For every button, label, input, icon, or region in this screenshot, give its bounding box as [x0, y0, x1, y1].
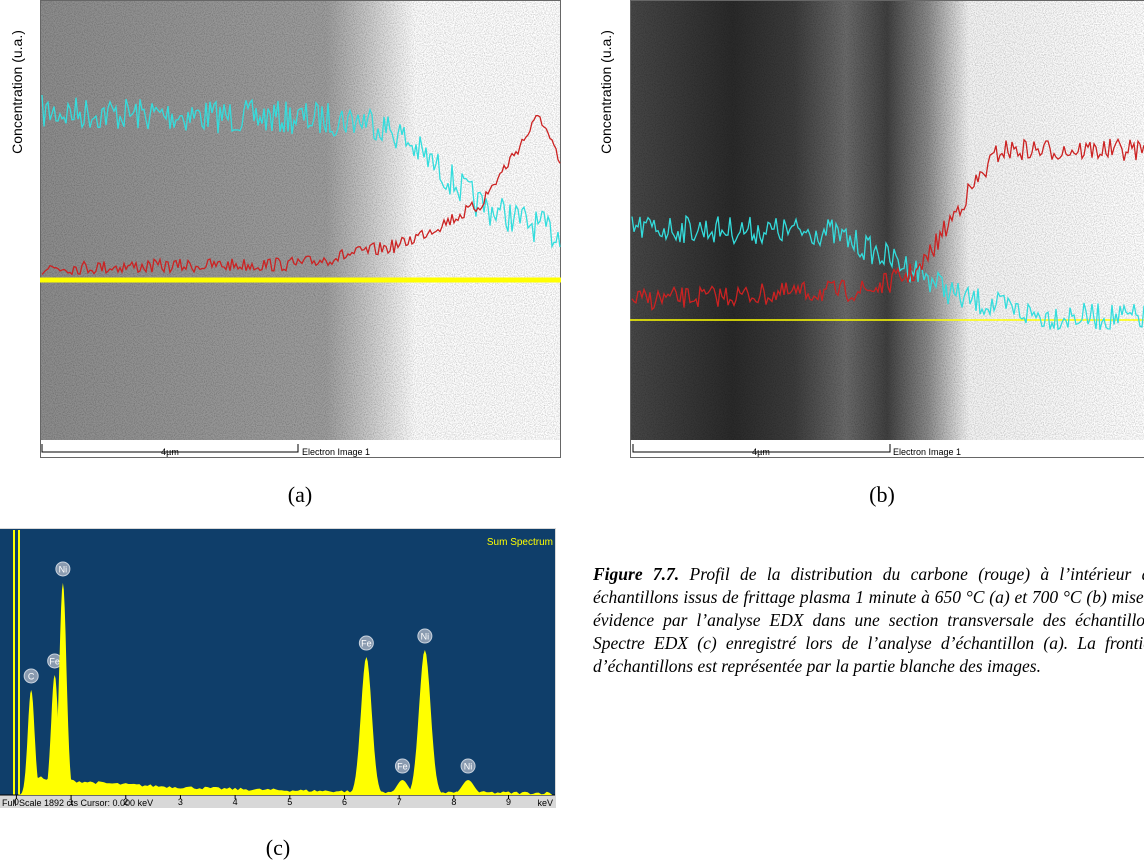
- peak-label: Fe: [397, 762, 408, 772]
- x-tick-label: 4: [233, 797, 238, 807]
- scale-bar-label: 4µm: [161, 447, 179, 457]
- y-axis-label: Concentration (u.a.): [9, 30, 25, 154]
- peak-label: Fe: [49, 656, 60, 666]
- image-label: Electron Image 1: [893, 447, 961, 457]
- panel-label: (c): [266, 835, 290, 860]
- peak-label-badge: [55, 561, 71, 577]
- image-label: Electron Image 1: [302, 447, 370, 457]
- x-tick-label: 0: [14, 797, 19, 807]
- peak: [17, 690, 45, 795]
- scale-bar-label: 4µm: [752, 447, 770, 457]
- micrograph-a: [40, 0, 561, 458]
- profiles-a: [41, 94, 561, 276]
- profile-line: [41, 94, 561, 249]
- status-text: Full Scale 1892 cts Cursor: 0.000 keV: [2, 798, 153, 808]
- x-tick-label: 8: [451, 797, 456, 807]
- peak-label: Ni: [59, 564, 68, 574]
- x-tick-label: 5: [287, 797, 292, 807]
- peak-label: C: [28, 671, 35, 681]
- x-tick-label: 9: [506, 797, 511, 807]
- peak-label-badge: [460, 758, 476, 774]
- x-tick-label: 7: [397, 797, 402, 807]
- caption: Figure 7.7. Profil de la distribution du…: [593, 563, 1144, 678]
- peak: [380, 780, 425, 795]
- profile-line: [631, 214, 1144, 331]
- peak: [48, 582, 78, 795]
- peak-label-badge: [358, 635, 374, 651]
- spectrum: 0 1 2 3 4 5 6 7 8 9 C Fe Ni Fe Fe Ni Ni: [0, 561, 555, 807]
- panel-label: (a): [288, 482, 312, 507]
- peak-label: Ni: [464, 762, 473, 772]
- continuum: [27, 775, 553, 795]
- peak-label: Ni: [421, 632, 430, 642]
- peak: [444, 780, 492, 795]
- peak-label-badge: [417, 628, 433, 644]
- x-tick-label: 6: [342, 797, 347, 807]
- peak: [40, 675, 69, 795]
- peak: [401, 650, 448, 795]
- profiles-b: [631, 137, 1144, 331]
- panel-label: (b): [869, 482, 895, 507]
- profile-line: [41, 115, 561, 276]
- figure-number: Figure 7.7.: [593, 564, 680, 584]
- peak-label-badge: [394, 758, 410, 774]
- x-tick-label: 1: [69, 797, 74, 807]
- spectrum-title: Sum Spectrum: [487, 537, 553, 548]
- caption-text: Profil de la distribution du carbone (ro…: [593, 564, 1144, 676]
- peak-label: Fe: [361, 639, 372, 649]
- x-tick-label: 3: [178, 797, 183, 807]
- x-axis-label: keV: [537, 798, 553, 808]
- peak: [344, 657, 388, 795]
- profile-line: [631, 137, 1144, 311]
- y-axis-label: Concentration (u.a.): [598, 30, 614, 154]
- micrograph-b: [630, 0, 1144, 458]
- peak-label-badge: [23, 668, 39, 684]
- x-tick-label: 2: [123, 797, 128, 807]
